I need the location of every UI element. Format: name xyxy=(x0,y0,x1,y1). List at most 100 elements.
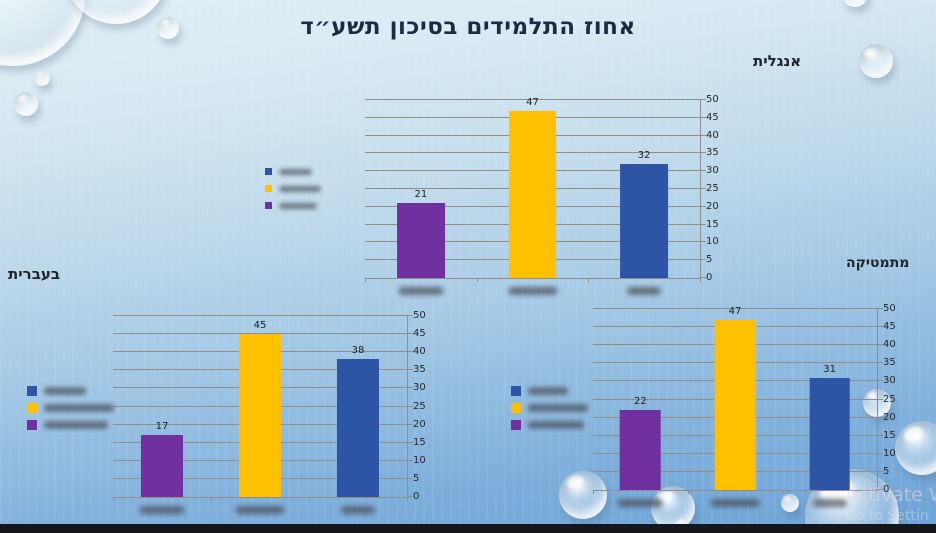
legend-label-blurred xyxy=(44,421,108,429)
y-axis-tick xyxy=(877,380,883,382)
data-bar xyxy=(336,359,380,497)
y-axis-tick-label: 50 xyxy=(413,310,426,321)
legend-item xyxy=(27,403,114,413)
data-bar xyxy=(620,164,669,278)
y-axis-tick xyxy=(700,259,706,261)
x-axis-tick xyxy=(700,278,701,282)
chart-legend-math xyxy=(511,386,588,430)
x-axis-tick xyxy=(211,497,212,501)
y-axis-tick-label: 40 xyxy=(706,129,719,141)
bar-value-label: 32 xyxy=(637,150,651,162)
y-axis-tick xyxy=(407,496,413,497)
y-axis-tick xyxy=(877,398,883,400)
water-bubble-decoration xyxy=(559,471,607,519)
legend-color-swatch xyxy=(27,386,37,396)
data-bar xyxy=(140,435,184,497)
y-axis-tick xyxy=(700,152,706,154)
legend-item xyxy=(27,386,114,396)
legend-label-blurred xyxy=(528,404,588,412)
y-gridline xyxy=(593,308,877,309)
water-bubble-decoration xyxy=(781,494,799,512)
data-bar xyxy=(238,334,282,497)
y-axis-tick-label: 30 xyxy=(883,375,896,387)
x-axis-tick xyxy=(782,490,784,494)
data-bar xyxy=(620,410,661,490)
y-axis-tick xyxy=(407,315,413,316)
data-bar xyxy=(396,203,445,278)
y-axis-tick-label: 45 xyxy=(413,328,426,340)
bar-value-label: 38 xyxy=(351,345,365,357)
y-axis-tick-label: 15 xyxy=(883,429,896,441)
x-axis-tick xyxy=(365,278,366,282)
water-bubble-decoration xyxy=(842,0,868,7)
y-axis-tick xyxy=(877,489,883,490)
bar-value-label: 17 xyxy=(155,421,169,433)
x-axis-tick xyxy=(476,278,478,282)
category-label-blurred xyxy=(812,499,847,507)
water-bubble-decoration xyxy=(14,92,38,116)
y-axis-tick xyxy=(407,423,413,425)
chart-title-english: אנגלית xyxy=(753,52,802,70)
y-axis-tick xyxy=(700,241,706,243)
watermark-line1: Activate W xyxy=(845,484,936,506)
y-axis-tick-label: 50 xyxy=(706,94,719,105)
legend-label-blurred xyxy=(528,421,584,429)
water-bubble-decoration xyxy=(157,17,179,39)
bar-value-label: 21 xyxy=(414,189,428,201)
slide-title: אחוז התלמידים בסיכון תשע״ד xyxy=(300,13,636,40)
category-label-blurred xyxy=(710,499,760,507)
data-bar xyxy=(508,110,557,278)
y-axis-tick-label: 35 xyxy=(706,147,719,159)
category-label-blurred xyxy=(139,506,185,514)
legend-item xyxy=(511,420,588,430)
y-axis-tick xyxy=(700,188,706,189)
y-gridline xyxy=(113,315,407,316)
y-axis-tick-label: 50 xyxy=(883,303,896,314)
data-bar xyxy=(714,319,756,490)
legend-label-blurred xyxy=(528,387,568,395)
y-axis-tick-label: 45 xyxy=(706,111,719,123)
x-axis-tick xyxy=(309,497,310,501)
y-axis-tick xyxy=(877,452,883,454)
x-axis-tick xyxy=(687,490,689,494)
legend-color-swatch xyxy=(265,168,272,175)
y-axis-tick-label: 0 xyxy=(883,484,890,495)
legend-item xyxy=(27,420,114,430)
y-axis-tick-label: 20 xyxy=(413,418,426,430)
bar-chart-english: 0 5 10 15 20 25 30 35 40 45 50 21 47 32 xyxy=(365,95,719,295)
activate-windows-watermark: Activate W Go to Settin xyxy=(845,484,936,525)
y-axis-tick xyxy=(700,116,706,118)
category-label-blurred xyxy=(508,287,557,295)
y-axis-tick xyxy=(407,387,413,389)
y-gridline xyxy=(365,99,700,100)
legend-item xyxy=(265,168,321,175)
y-axis-tick-label: 35 xyxy=(413,364,426,376)
bar-chart-math: 0 5 10 15 20 25 30 35 40 45 50 22 47 31 xyxy=(593,304,896,507)
legend-item xyxy=(265,185,321,192)
y-axis-tick-label: 5 xyxy=(883,465,890,477)
y-axis-tick xyxy=(700,277,706,278)
y-axis-tick-label: 30 xyxy=(413,382,426,394)
water-bubble-decoration xyxy=(859,44,893,78)
category-label-blurred xyxy=(341,506,375,514)
y-axis-tick xyxy=(700,205,706,207)
y-axis-tick xyxy=(877,308,883,309)
y-axis-tick-label: 20 xyxy=(706,200,719,212)
y-axis-tick xyxy=(407,333,413,335)
legend-label-blurred xyxy=(44,404,114,412)
y-axis-tick-label: 0 xyxy=(706,272,713,283)
y-axis-tick xyxy=(700,134,706,136)
y-axis-tick xyxy=(407,477,413,479)
legend-color-swatch xyxy=(511,386,521,396)
y-axis-tick xyxy=(877,362,883,364)
y-axis-tick-label: 30 xyxy=(706,165,719,177)
y-axis-tick xyxy=(877,434,883,436)
y-axis-tick xyxy=(700,223,706,225)
y-axis-tick xyxy=(877,326,883,328)
legend-label-blurred xyxy=(279,202,317,209)
y-axis-tick-label: 10 xyxy=(413,454,426,466)
y-axis-tick xyxy=(407,441,413,443)
bar-value-label: 47 xyxy=(728,305,742,317)
category-label-blurred xyxy=(398,287,444,295)
